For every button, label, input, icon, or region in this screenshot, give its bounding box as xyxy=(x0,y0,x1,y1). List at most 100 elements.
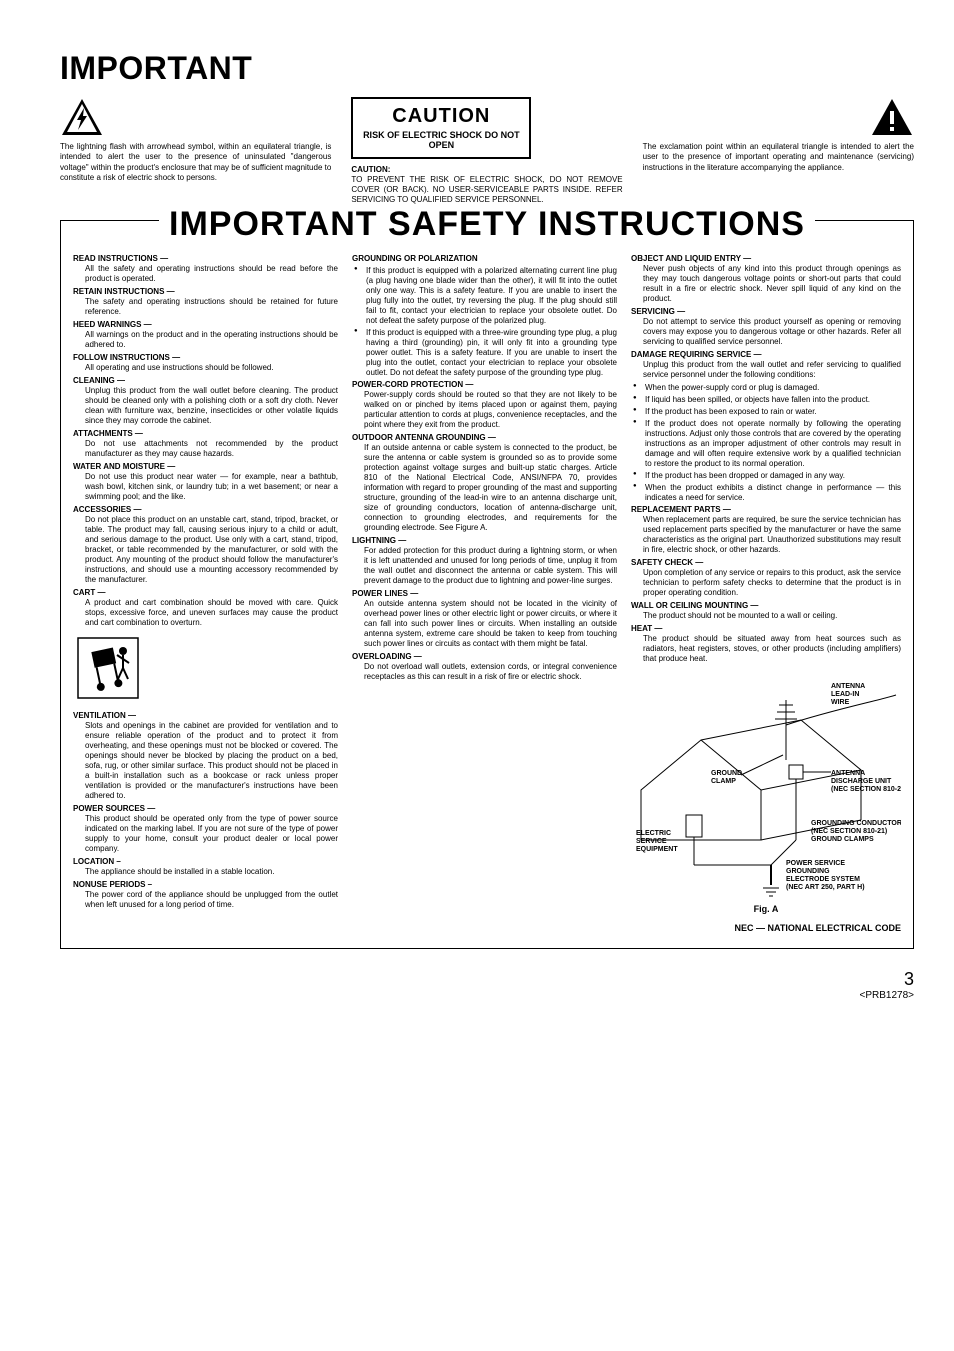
svg-text:EQUIPMENT: EQUIPMENT xyxy=(636,846,678,853)
h: POWER-CORD PROTECTION — xyxy=(352,380,473,389)
b: Unplug this product from the wall outlet… xyxy=(73,386,338,426)
b: All warnings on the product and in the o… xyxy=(73,330,338,350)
svg-text:ELECTRIC: ELECTRIC xyxy=(636,830,671,837)
gp-bullet-1: If this product is equipped with a polar… xyxy=(352,266,617,326)
grounding-diagram-icon: ANTENNA LEAD-IN WIRE GROUND CLAMP ANTENN… xyxy=(631,670,901,900)
b: All the safety and operating instruction… xyxy=(73,264,338,284)
h: WALL OR CEILING MOUNTING — xyxy=(631,601,758,610)
svg-text:GROUNDING CONDUCTORS: GROUNDING CONDUCTORS xyxy=(811,820,901,827)
page: IMPORTANT The lightning flash with arrow… xyxy=(60,50,914,1001)
svg-text:LEAD-IN: LEAD-IN xyxy=(831,691,859,698)
cleaning: CLEANING — Unplug this product from the … xyxy=(73,376,338,426)
b: Power-supply cords should be routed so t… xyxy=(352,390,617,430)
cart: CART — A product and cart combination sh… xyxy=(73,588,338,628)
nonuse-periods: NONUSE PERIODS – The power cord of the a… xyxy=(73,880,338,910)
top-row: The lightning flash with arrowhead symbo… xyxy=(60,97,914,205)
b: This product should be operated only fro… xyxy=(73,814,338,854)
h: READ INSTRUCTIONS — xyxy=(73,254,168,263)
h: NONUSE PERIODS – xyxy=(73,880,152,889)
dr-bullet-4: If the product does not operate normally… xyxy=(631,419,901,469)
svg-text:WIRE: WIRE xyxy=(831,699,850,706)
dr-bullet-3: If the product has been exposed to rain … xyxy=(631,407,901,417)
b: The safety and operating instructions sh… xyxy=(73,297,338,317)
h: CART — xyxy=(73,588,105,597)
columns: READ INSTRUCTIONS — All the safety and o… xyxy=(73,254,901,935)
dr-bullet-2: If liquid has been spilled, or objects h… xyxy=(631,395,901,405)
svg-text:(NEC SECTION 810-21): (NEC SECTION 810-21) xyxy=(811,828,887,835)
svg-text:ELECTRODE SYSTEM: ELECTRODE SYSTEM xyxy=(786,876,860,883)
svg-text:ANTENNA: ANTENNA xyxy=(831,770,865,777)
col1-text: The lightning flash with arrowhead symbo… xyxy=(60,142,331,184)
b: The product should not be mounted to a w… xyxy=(631,611,901,621)
servicing: SERVICING — Do not attempt to service th… xyxy=(631,307,901,347)
h: POWER SOURCES — xyxy=(73,804,155,813)
b: A product and cart combination should be… xyxy=(73,598,338,628)
b: Upon completion of any service or repair… xyxy=(631,568,901,598)
top-col-1: The lightning flash with arrowhead symbo… xyxy=(60,97,331,205)
dr-bullet-6: When the product exhibits a distinct cha… xyxy=(631,483,901,503)
caution-body: CAUTION: TO PREVENT THE RISK OF ELECTRIC… xyxy=(351,165,622,205)
caution-word: CAUTION xyxy=(359,103,523,129)
caution-subtitle: RISK OF ELECTRIC SHOCK DO NOT OPEN xyxy=(359,131,523,151)
top-col-2: CAUTION RISK OF ELECTRIC SHOCK DO NOT OP… xyxy=(351,97,622,205)
svg-text:GROUND: GROUND xyxy=(711,770,742,777)
outdoor-antenna-grounding: OUTDOOR ANTENNA GROUNDING — If an outsid… xyxy=(352,433,617,533)
h: CLEANING — xyxy=(73,376,125,385)
heat: HEAT — The product should be situated aw… xyxy=(631,624,901,664)
dr-bullet-1: When the power-supply cord or plug is da… xyxy=(631,383,901,393)
col3-text: The exclamation point within an equilate… xyxy=(643,142,914,173)
dr-bullet-5: If the product has been dropped or damag… xyxy=(631,471,901,481)
h: DAMAGE REQUIRING SERVICE — xyxy=(631,350,762,359)
h: LIGHTNING — xyxy=(352,536,406,545)
b: Do not attempt to service this product y… xyxy=(631,317,901,347)
svg-text:(NEC SECTION 810-20): (NEC SECTION 810-20) xyxy=(831,786,901,793)
h: OUTDOOR ANTENNA GROUNDING — xyxy=(352,433,496,442)
safety-instructions-box: IMPORTANT SAFETY INSTRUCTIONS READ INSTR… xyxy=(60,220,914,950)
b: An outside antenna system should not be … xyxy=(352,599,617,649)
h: OBJECT AND LIQUID ENTRY — xyxy=(631,254,751,263)
caution-lead: CAUTION: xyxy=(351,165,390,174)
b: Do not use attachments not recommended b… xyxy=(73,439,338,459)
cart-tipping-icon xyxy=(73,633,338,703)
h: HEED WARNINGS — xyxy=(73,320,152,329)
svg-text:GROUNDING: GROUNDING xyxy=(786,868,830,875)
caution-box: CAUTION RISK OF ELECTRIC SHOCK DO NOT OP… xyxy=(351,97,531,159)
page-number: 3 xyxy=(60,969,914,990)
b: The power cord of the appliance should b… xyxy=(73,890,338,910)
b: Slots and openings in the cabinet are pr… xyxy=(73,721,338,801)
b: For added protection for this product du… xyxy=(352,546,617,586)
b: Do not place this product on an unstable… xyxy=(73,515,338,585)
overloading: OVERLOADING — Do not overload wall outle… xyxy=(352,652,617,682)
exclamation-triangle-icon xyxy=(643,97,914,137)
column-3: OBJECT AND LIQUID ENTRY — Never push obj… xyxy=(631,254,901,935)
h: ATTACHMENTS — xyxy=(73,429,143,438)
h: VENTILATION — xyxy=(73,711,136,720)
nec-note: NEC — NATIONAL ELECTRICAL CODE xyxy=(631,923,901,934)
accessories: ACCESSORIES — Do not place this product … xyxy=(73,505,338,585)
svg-text:DISCHARGE UNIT: DISCHARGE UNIT xyxy=(831,778,892,785)
replacement-parts: REPLACEMENT PARTS — When replacement par… xyxy=(631,505,901,555)
fig-antenna-lead: ANTENNA xyxy=(831,683,865,690)
follow-instructions: FOLLOW INSTRUCTIONS — All operating and … xyxy=(73,353,338,373)
h: OVERLOADING — xyxy=(352,652,422,661)
doc-code: <PRB1278> xyxy=(60,990,914,1001)
power-cord-protection: POWER-CORD PROTECTION — Power-supply cor… xyxy=(352,380,617,430)
b: When replacement parts are required, be … xyxy=(631,515,901,555)
b: Unplug this product from the wall outlet… xyxy=(631,360,901,380)
read-instructions: READ INSTRUCTIONS — All the safety and o… xyxy=(73,254,338,284)
main-title: IMPORTANT SAFETY INSTRUCTIONS xyxy=(159,205,815,244)
b: All operating and use instructions shoul… xyxy=(73,363,338,373)
h: SERVICING — xyxy=(631,307,685,316)
lightning: LIGHTNING — For added protection for thi… xyxy=(352,536,617,586)
grounding-polarization-heading: GROUNDING OR POLARIZATION xyxy=(352,254,617,264)
wall-ceiling-mounting: WALL OR CEILING MOUNTING — The product s… xyxy=(631,601,901,621)
retain-instructions: RETAIN INSTRUCTIONS — The safety and ope… xyxy=(73,287,338,317)
attachments: ATTACHMENTS — Do not use attachments not… xyxy=(73,429,338,459)
h: LOCATION – xyxy=(73,857,121,866)
b: The product should be situated away from… xyxy=(631,634,901,664)
b: Do not use this product near water — for… xyxy=(73,472,338,502)
b: Never push objects of any kind into this… xyxy=(631,264,901,304)
svg-text:CLAMP: CLAMP xyxy=(711,778,736,785)
b: The appliance should be installed in a s… xyxy=(73,867,338,877)
h: ACCESSORIES — xyxy=(73,505,141,514)
